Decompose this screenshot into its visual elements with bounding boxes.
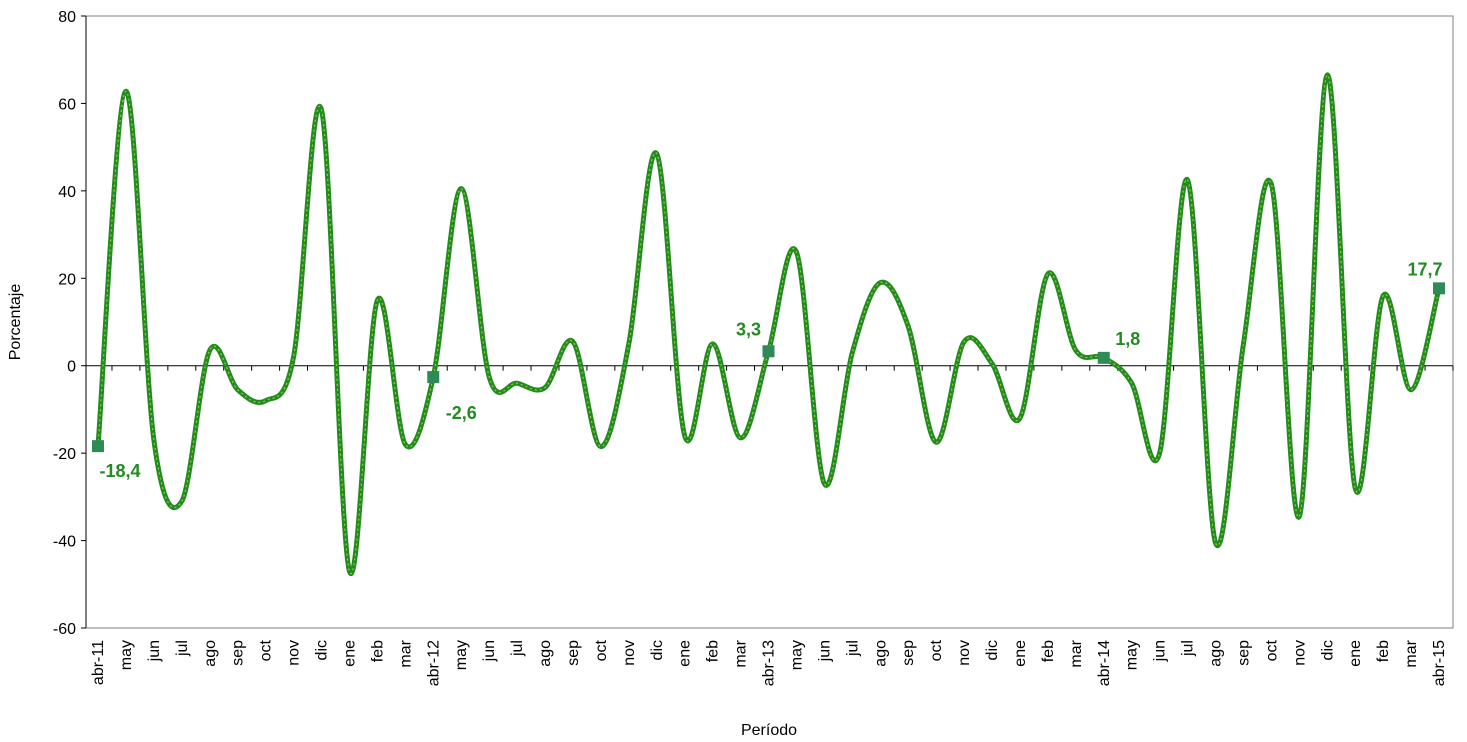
x-tick-label: oct (1263, 639, 1280, 661)
series-group (95, 72, 1442, 577)
x-axis-ticks: abr-11 may jun jul ago sep oct nov dic ene feb mar a… (85, 365, 1454, 686)
x-tick-label: abr-15 (1431, 640, 1448, 686)
x-tick-label: ene (1012, 640, 1029, 667)
x-tick-label: mar (1403, 639, 1420, 667)
data-label: 17,7 (1407, 259, 1442, 279)
x-tick-label: ene (341, 640, 358, 667)
x-tick-label: feb (705, 640, 722, 662)
x-tick-label: may (118, 640, 135, 670)
x-tick-label: abr-11 (90, 640, 107, 685)
x-tick-label: ago (202, 640, 219, 667)
x-tick-label: jul (1180, 640, 1197, 657)
x-tick-label: ago (872, 640, 889, 667)
highlight-marker (92, 440, 104, 453)
x-tick-label: ene (1347, 640, 1364, 667)
x-tick-label: nov (1291, 640, 1308, 666)
x-tick-label: oct (258, 639, 275, 661)
x-tick-label: jul (509, 640, 526, 657)
y-tick-label: -60 (53, 621, 76, 638)
data-label-group: -18,4 -2,6 3,3 1,8 17,7 (99, 259, 1442, 481)
marker-group (92, 282, 1445, 453)
y-tick-label: 40 (58, 184, 76, 201)
x-tick-label: sep (565, 640, 582, 666)
x-tick-label: sep (1235, 640, 1252, 666)
x-axis-title: Período (741, 722, 797, 739)
y-tick-label: -20 (53, 446, 76, 463)
x-tick-label: may (788, 640, 805, 670)
x-tick-label: sep (900, 640, 917, 666)
x-tick-label: jun (146, 640, 163, 662)
data-label: -2,6 (446, 403, 477, 423)
x-tick-label: ene (677, 640, 694, 667)
data-label: 3,3 (736, 319, 761, 339)
x-tick-label: may (453, 640, 470, 670)
x-tick-label: jun (1152, 640, 1169, 662)
x-tick-label: may (1124, 640, 1141, 670)
x-tick-label: jul (844, 640, 861, 657)
x-tick-label: feb (369, 640, 386, 662)
x-tick-label: mar (733, 639, 750, 667)
x-tick-label: mar (397, 639, 414, 667)
x-tick-label: feb (1040, 640, 1057, 662)
y-tick-label: 0 (67, 359, 76, 376)
highlight-marker (1097, 351, 1110, 364)
x-tick-label: jul (174, 640, 191, 657)
y-tick-label: 80 (58, 9, 76, 26)
x-tick-label: abr-12 (425, 640, 442, 686)
x-tick-label: sep (230, 640, 247, 666)
x-tick-label: dic (314, 640, 331, 660)
y-tick-label: 20 (58, 271, 76, 288)
x-tick-label: dic (649, 640, 666, 660)
x-tick-label: ago (537, 640, 554, 667)
highlight-marker (1433, 282, 1445, 295)
x-tick-label: nov (286, 640, 303, 666)
x-tick-label: dic (1319, 640, 1336, 660)
data-label: 1,8 (1115, 329, 1140, 349)
x-tick-label: abr-14 (1096, 640, 1113, 686)
x-tick-label: feb (1375, 640, 1392, 662)
x-tick-label: mar (1068, 639, 1085, 667)
x-tick-label: nov (956, 640, 973, 666)
x-tick-label: jun (816, 640, 833, 662)
highlight-marker (762, 345, 775, 358)
series-line-highlight (97, 74, 1440, 575)
x-tick-label: oct (928, 639, 945, 661)
y-tick-label: 60 (58, 96, 76, 113)
y-tick-label: -40 (53, 534, 76, 551)
x-tick-label: oct (593, 639, 610, 661)
x-tick-label: abr-13 (761, 640, 778, 686)
highlight-marker (427, 371, 440, 384)
x-tick-label: dic (984, 640, 1001, 660)
data-label: -18,4 (99, 461, 140, 481)
y-axis-title: Porcentaje (7, 284, 24, 361)
x-tick-label: nov (621, 640, 638, 666)
x-tick-label: ago (1208, 640, 1225, 667)
x-tick-label: jun (481, 640, 498, 662)
y-axis-ticks: -60 -40 -20 0 20 40 60 80 (53, 9, 86, 638)
